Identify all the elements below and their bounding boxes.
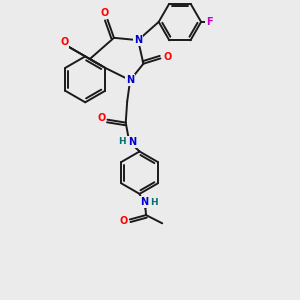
- Text: O: O: [119, 216, 128, 226]
- Text: N: N: [126, 75, 134, 85]
- Text: H: H: [150, 198, 158, 207]
- Text: N: N: [140, 197, 148, 207]
- Text: O: O: [98, 113, 106, 124]
- Text: F: F: [206, 17, 213, 27]
- Text: O: O: [101, 8, 109, 18]
- Text: H: H: [118, 137, 126, 146]
- Text: N: N: [128, 137, 136, 147]
- Text: O: O: [164, 52, 172, 62]
- Text: O: O: [60, 37, 69, 47]
- Text: N: N: [134, 35, 142, 45]
